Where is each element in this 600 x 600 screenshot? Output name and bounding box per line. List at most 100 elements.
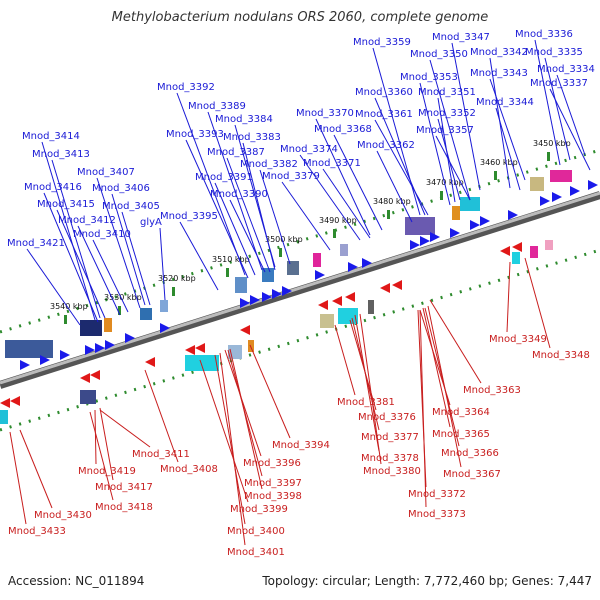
reverse-gene-leader <box>424 307 460 447</box>
reverse-gene-label: Mnod_3398 <box>244 491 302 502</box>
kbp-tick-label: 3510 kbp <box>212 255 250 264</box>
forward-gene-label: Mnod_3382 <box>240 159 298 170</box>
reverse-gene-label: Mnod_3378 <box>361 453 419 464</box>
forward-gene-label: Mnod_3415 <box>37 199 95 210</box>
forward-gene-label: Mnod_3407 <box>77 167 135 178</box>
gene-block <box>235 277 247 293</box>
forward-gene-label: Mnod_3406 <box>92 183 150 194</box>
forward-gene-leader <box>322 168 371 239</box>
gene-labels: Mnod_3336Mnod_3335Mnod_3334Mnod_3337Mnod… <box>7 29 595 558</box>
forward-gene-leader <box>41 141 96 321</box>
kbp-tick-mark <box>333 229 336 238</box>
gene-block <box>545 240 553 250</box>
kbp-tick-mark <box>440 191 443 200</box>
gene-arrow <box>40 355 50 365</box>
reverse-gene-leader <box>199 359 249 503</box>
forward-gene-leader <box>214 182 256 276</box>
accession-label: Accession: NC_011894 <box>8 574 145 588</box>
reverse-gene-leader <box>224 349 262 457</box>
forward-gene-label: Mnod_3359 <box>353 37 411 48</box>
forward-gene-leader <box>159 227 166 301</box>
forward-gene-leader <box>333 134 383 231</box>
kbp-tick-mark <box>547 152 550 161</box>
reverse-gene-label: Mnod_3380 <box>363 466 421 477</box>
forward-gene-label: Mnod_3393 <box>166 129 224 140</box>
forward-gene-leader <box>435 135 471 201</box>
forward-gene-leader <box>376 150 413 223</box>
gene-arrow <box>315 270 325 280</box>
forward-gene-label: Mnod_3351 <box>418 87 476 98</box>
reverse-gene-label: Mnod_3363 <box>463 385 521 396</box>
gene-arrow <box>90 370 100 380</box>
gene-arrow <box>125 333 135 343</box>
kbp-tick-label: 3450 kbp <box>533 139 571 148</box>
gene-block <box>550 170 572 182</box>
gene-block <box>338 308 358 324</box>
kbp-tick-label: 3500 kbp <box>265 235 303 244</box>
gene-block <box>405 217 435 235</box>
kbp-tick-mark <box>494 171 497 180</box>
forward-gene-leader <box>229 199 266 273</box>
kbp-tick-mark <box>387 210 390 219</box>
gene-block <box>530 246 538 258</box>
forward-gene-label: Mnod_3357 <box>416 125 474 136</box>
reverse-gene-leader <box>334 324 356 396</box>
gene-block <box>140 308 152 320</box>
forward-gene-leader <box>374 119 429 216</box>
gene-block <box>512 252 520 264</box>
forward-gene-label: glyA <box>140 217 162 228</box>
gene-arrow <box>470 220 480 230</box>
reverse-gene-leader <box>99 407 114 481</box>
gene-block <box>160 300 168 312</box>
forward-gene-leader <box>92 239 129 313</box>
gene-arrow <box>262 292 272 302</box>
forward-gene-leader <box>179 221 219 291</box>
reverse-gene-leader <box>524 257 551 349</box>
reverse-gene-label: Mnod_3381 <box>337 397 395 408</box>
forward-gene-leader <box>176 92 246 276</box>
forward-gene-label: Mnod_3395 <box>160 211 218 222</box>
forward-gene-leader <box>56 209 106 319</box>
reverse-gene-label: Mnod_3364 <box>432 407 490 418</box>
reverse-gene-label: Mnod_3400 <box>227 526 285 537</box>
reverse-gene-label: Mnod_3433 <box>8 526 66 537</box>
forward-gene-label: Mnod_3360 <box>355 87 413 98</box>
forward-gene-label: Mnod_3352 <box>418 108 476 119</box>
kbp-tick-mark <box>226 268 229 277</box>
forward-gene-label: Mnod_3391 <box>195 172 253 183</box>
forward-gene-label: Mnod_3371 <box>303 158 361 169</box>
forward-gene-leader <box>451 42 481 191</box>
forward-gene-leader <box>299 154 361 241</box>
forward-gene-leader <box>549 88 591 171</box>
reverse-gene-label: Mnod_3372 <box>408 489 466 500</box>
gene-block <box>313 253 321 267</box>
gene-arrow <box>318 300 328 310</box>
forward-gene-leader <box>96 177 141 309</box>
gene-block <box>452 206 460 220</box>
gene-block <box>104 318 112 332</box>
reverse-gene-label: Mnod_3419 <box>78 466 136 477</box>
reverse-gene-leader <box>422 307 451 428</box>
forward-gene-leader <box>242 142 276 271</box>
gene-features <box>0 170 598 424</box>
gene-arrow <box>500 246 510 256</box>
forward-gene-label: Mnod_3343 <box>470 68 528 79</box>
forward-gene-label: Mnod_3344 <box>476 97 534 108</box>
gene-block <box>0 410 8 424</box>
reverse-gene-label: Mnod_3366 <box>441 448 499 459</box>
gene-arrow <box>160 323 170 333</box>
reverse-gene-leader <box>219 352 246 546</box>
reverse-gene-leader <box>506 261 511 333</box>
forward-gene-leader <box>489 78 526 181</box>
forward-gene-label: Mnod_3374 <box>280 144 338 155</box>
gene-block <box>340 244 348 256</box>
genome-backbone <box>0 191 600 389</box>
gene-block <box>287 261 299 275</box>
reverse-gene-leader <box>144 369 179 463</box>
reverse-gene-leader <box>229 348 263 490</box>
reverse-gene-label: Mnod_3408 <box>160 464 218 475</box>
reverse-gene-leader <box>427 305 462 468</box>
gene-block <box>5 340 53 358</box>
gene-arrow <box>185 345 195 355</box>
forward-gene-label: Mnod_3405 <box>102 201 160 212</box>
